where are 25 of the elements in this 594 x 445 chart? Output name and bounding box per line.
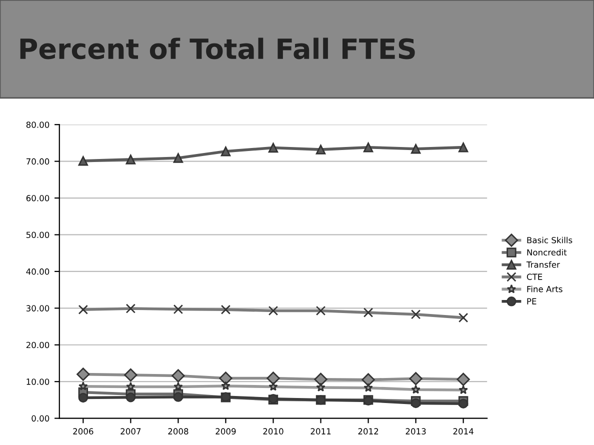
- legend-label: Noncredit: [527, 249, 567, 256]
- legend-label: Transfer: [526, 261, 560, 268]
- y-tick-label: 30.00: [26, 305, 50, 312]
- legend-label: PE: [527, 298, 536, 304]
- x-tick-label: 2008: [168, 428, 188, 434]
- y-tick-label: 80.00: [26, 122, 50, 128]
- y-tick-label: 20.00: [26, 342, 50, 348]
- y-tick-label: 0.00: [32, 415, 50, 422]
- x-tick-label: 2012: [358, 428, 378, 434]
- legend-label: CTE: [526, 274, 542, 280]
- x-tick-label: 2011: [310, 428, 331, 434]
- y-tick-label: 50.00: [26, 232, 50, 238]
- y-tick-label: 40.00: [26, 268, 50, 275]
- y-tick-label: 10.00: [26, 378, 50, 385]
- x-tick-label: 2014: [453, 428, 474, 434]
- legend-label: Fine Arts: [527, 286, 562, 292]
- chart-title: Percent of Total Fall FTES: [20, 38, 415, 60]
- y-tick-label: 60.00: [26, 195, 50, 202]
- x-tick-label: 2010: [263, 428, 284, 434]
- y-tick-label: 70.00: [26, 158, 50, 165]
- x-tick-label: 2006: [73, 428, 94, 434]
- x-tick-label: 2007: [120, 428, 141, 434]
- legend-label: Basic Skills: [527, 236, 572, 244]
- x-tick-label: 2009: [216, 428, 236, 434]
- x-tick-label: 2013: [406, 428, 426, 434]
